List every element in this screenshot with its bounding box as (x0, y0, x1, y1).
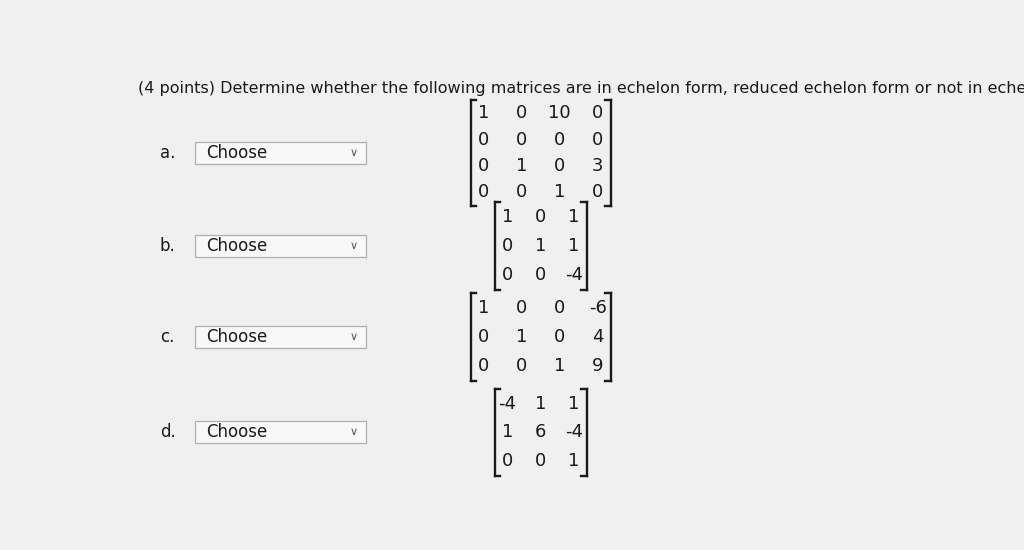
Text: 1: 1 (568, 452, 580, 470)
Text: 1: 1 (568, 237, 580, 255)
Text: 0: 0 (536, 452, 546, 470)
Text: ∨: ∨ (349, 427, 357, 437)
Text: 0: 0 (478, 357, 489, 375)
Text: Choose: Choose (207, 328, 268, 346)
Text: 1: 1 (502, 424, 513, 441)
Text: ∨: ∨ (349, 241, 357, 251)
Text: 10: 10 (549, 104, 571, 123)
FancyBboxPatch shape (196, 142, 367, 164)
Text: 0: 0 (502, 266, 513, 284)
Text: 1: 1 (535, 237, 547, 255)
Text: 0: 0 (478, 131, 489, 149)
Text: d.: d. (160, 424, 175, 441)
Text: 1: 1 (535, 394, 547, 412)
Text: b.: b. (160, 237, 175, 255)
Text: 1: 1 (568, 208, 580, 226)
Text: Choose: Choose (207, 237, 268, 255)
Text: 9: 9 (592, 357, 603, 375)
Text: 1: 1 (478, 299, 489, 317)
Text: 1: 1 (478, 104, 489, 123)
FancyBboxPatch shape (196, 421, 367, 443)
Text: 0: 0 (502, 452, 513, 470)
FancyBboxPatch shape (196, 326, 367, 348)
Text: 0: 0 (516, 131, 527, 149)
Text: 0: 0 (554, 299, 565, 317)
Text: 3: 3 (592, 157, 603, 175)
Text: -4: -4 (565, 266, 583, 284)
Text: 6: 6 (535, 424, 547, 441)
Text: -6: -6 (589, 299, 607, 317)
Text: 0: 0 (554, 157, 565, 175)
Text: 1: 1 (516, 328, 527, 346)
Text: 0: 0 (554, 131, 565, 149)
Text: 0: 0 (554, 328, 565, 346)
Text: 1: 1 (568, 394, 580, 412)
Text: 0: 0 (536, 208, 546, 226)
Text: -4: -4 (565, 424, 583, 441)
Text: 0: 0 (516, 357, 527, 375)
Text: 0: 0 (516, 183, 527, 201)
Text: 0: 0 (478, 183, 489, 201)
Text: 0: 0 (536, 266, 546, 284)
Text: 0: 0 (478, 328, 489, 346)
Text: 0: 0 (516, 299, 527, 317)
Text: 1: 1 (554, 183, 565, 201)
Text: Choose: Choose (207, 144, 268, 162)
Text: Choose: Choose (207, 424, 268, 441)
Text: -4: -4 (499, 394, 516, 412)
Text: 0: 0 (592, 183, 603, 201)
Text: (4 points) Determine whether the following matrices are in echelon form, reduced: (4 points) Determine whether the followi… (137, 81, 1024, 96)
Text: 1: 1 (554, 357, 565, 375)
Text: ∨: ∨ (349, 148, 357, 158)
Text: 0: 0 (516, 104, 527, 123)
Text: 0: 0 (592, 104, 603, 123)
Text: a.: a. (160, 144, 175, 162)
Text: 0: 0 (478, 157, 489, 175)
Text: 4: 4 (592, 328, 603, 346)
Text: c.: c. (160, 328, 174, 346)
Text: 1: 1 (516, 157, 527, 175)
Text: 0: 0 (592, 131, 603, 149)
Text: ∨: ∨ (349, 332, 357, 342)
Text: 0: 0 (502, 237, 513, 255)
Text: 1: 1 (502, 208, 513, 226)
FancyBboxPatch shape (196, 235, 367, 257)
